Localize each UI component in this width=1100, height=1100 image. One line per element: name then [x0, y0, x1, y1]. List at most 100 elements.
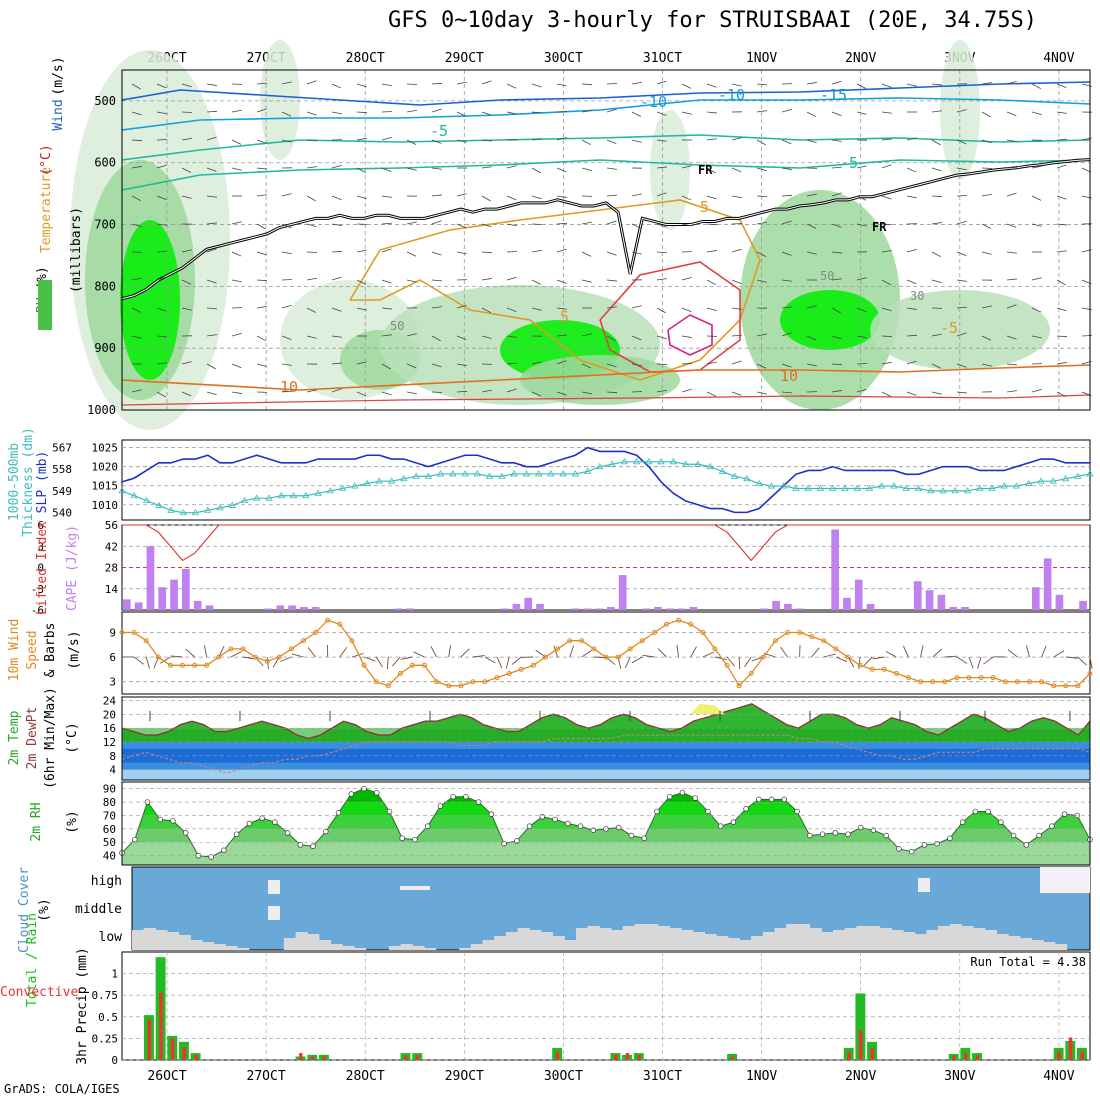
wind-barb — [531, 279, 542, 285]
wind-speed-marker — [639, 638, 645, 644]
wind-barb — [231, 221, 242, 225]
wind-barb — [431, 139, 442, 144]
rh-marker — [412, 836, 418, 843]
y-tick-label-temp: 16 — [103, 722, 116, 735]
thickness-marker — [547, 470, 555, 477]
wind-barb-10m — [726, 656, 736, 667]
rh-marker — [768, 796, 775, 803]
rh-marker — [870, 827, 877, 833]
date-label-top: 28OCT — [346, 51, 385, 66]
wind-barb — [631, 391, 643, 393]
wind-barb — [906, 137, 917, 141]
wind-barb — [931, 139, 941, 146]
wind-barb — [706, 250, 717, 253]
wind-barb — [356, 391, 367, 397]
wind-barb — [231, 139, 242, 145]
cape-bar — [134, 602, 143, 610]
cloud-high-sliver — [400, 886, 430, 890]
wind-barb — [456, 390, 468, 393]
wind-barb — [931, 391, 942, 395]
wind-barb — [831, 390, 842, 393]
wind-speed-marker — [385, 683, 391, 689]
wind-barb-10m — [392, 656, 401, 667]
ylabel-dewpt: 2m DewPt — [25, 707, 40, 770]
wind-barb — [681, 335, 692, 338]
y-tick-label-li: -6 — [31, 604, 44, 617]
wind-barb — [856, 165, 867, 169]
wind-barb-10m — [702, 651, 714, 658]
wind-barb — [456, 81, 467, 85]
wind-barb — [606, 279, 617, 282]
wind-barb — [381, 222, 392, 225]
cape-bar — [170, 579, 178, 610]
contour-label: 5 — [700, 198, 709, 216]
y-tick-label-temp: 24 — [103, 694, 117, 707]
thickness-marker — [473, 470, 482, 477]
wind-barb — [956, 332, 967, 337]
cloud-low-bar — [494, 936, 507, 950]
precip-conv-bar — [170, 1038, 175, 1060]
wind-barb-10m — [133, 656, 144, 665]
wind-speed-marker — [942, 679, 948, 685]
wind-speed-marker — [288, 646, 294, 652]
ylabel-cloud-unit: (%) — [37, 898, 52, 921]
wind-barb-10m — [505, 656, 510, 669]
ylabel-wind-unit: (m/s) — [51, 56, 66, 95]
wind-barb-10m — [430, 646, 437, 658]
wind-barb — [831, 307, 841, 314]
thickness-marker — [645, 458, 653, 465]
cloud-low-bar — [622, 926, 635, 950]
wind-barb — [256, 279, 268, 282]
cloud-high-patch — [268, 880, 280, 894]
wind-barb — [981, 82, 992, 85]
wind-barb-10m — [460, 648, 470, 658]
cape-bar — [772, 600, 780, 610]
ylabel-wind-speed: Speed — [25, 630, 40, 669]
wind-speed-marker — [845, 654, 851, 660]
rh-marker — [781, 796, 788, 803]
precip-conv-bar — [730, 1056, 735, 1060]
wind-barb — [606, 108, 617, 113]
wind-barb — [306, 166, 317, 169]
thickness-marker — [976, 484, 984, 491]
y-tick-label-thickness: 549 — [52, 485, 72, 498]
wind-barb — [356, 249, 367, 253]
precip-conv-bar — [1068, 1037, 1073, 1060]
wind-barb — [881, 279, 891, 286]
wind-barb — [331, 276, 342, 281]
wind-barb — [856, 388, 867, 393]
wind-barb — [656, 80, 667, 85]
precip-conv-bar — [1080, 1051, 1085, 1060]
wind-barb — [531, 138, 542, 141]
wind-barb — [481, 223, 492, 228]
cloud-level-label: high — [91, 874, 122, 889]
wind-barb — [956, 167, 967, 171]
wind-speed-marker — [603, 654, 609, 660]
wind-barb — [356, 138, 367, 141]
cloud-low-bar — [318, 940, 332, 950]
rh-marker — [998, 819, 1004, 825]
wind-barb — [231, 251, 242, 257]
wind-barb — [131, 195, 142, 202]
cape-bar — [571, 608, 580, 610]
wind-barb — [906, 360, 917, 365]
wind-barb — [206, 307, 217, 310]
cape-bar — [536, 603, 544, 610]
wind-speed-marker — [228, 646, 234, 652]
precip-conv-bar — [975, 1055, 980, 1060]
wind-barb-10m — [339, 647, 348, 658]
wind-barb — [306, 80, 317, 85]
wind-speed-marker — [530, 662, 536, 668]
wind-barb — [856, 307, 867, 313]
wind-barb — [681, 307, 692, 313]
precip-conv-bar — [614, 1054, 618, 1060]
thickness-marker — [877, 482, 886, 489]
wind-barb — [506, 195, 517, 201]
cape-bar — [1031, 587, 1040, 610]
contour-label: 5 — [560, 308, 569, 326]
wind-barb — [281, 193, 292, 197]
thickness-marker — [228, 501, 236, 508]
wind-barb — [406, 363, 417, 369]
wind-barb — [206, 279, 217, 284]
wind-barb — [831, 223, 842, 228]
